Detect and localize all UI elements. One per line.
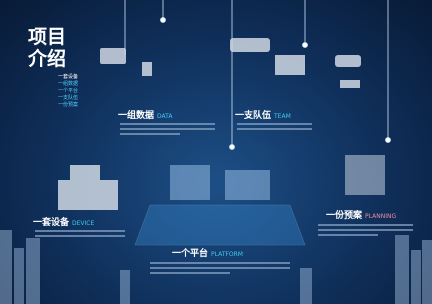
menu-item: 一份预案 <box>58 102 78 109</box>
menu-item: 一组数据 <box>58 81 78 88</box>
brochure-page: 项目 介绍 一套设备 一组数据 一个平台 一支队伍 一份预案 一组数据DATA … <box>0 0 432 304</box>
title-line: 项目 <box>28 26 66 48</box>
menu-item: 一支队伍 <box>58 95 78 102</box>
section-subtitle: DATA <box>157 113 172 120</box>
section-title: 一份预案 <box>326 211 362 221</box>
section-subtitle: PLATFORM <box>211 251 243 258</box>
section-subtitle: PLANNING <box>365 213 396 220</box>
title-line: 介绍 <box>28 48 66 70</box>
menu: 一套设备 一组数据 一个平台 一支队伍 一份预案 <box>58 74 78 109</box>
menu-item: 一套设备 <box>58 74 78 81</box>
section-title: 一组数据 <box>118 111 154 121</box>
section-title: 一个平台 <box>172 249 208 259</box>
section-subtitle: DEVICE <box>72 220 94 227</box>
section-title: 一支队伍 <box>235 111 271 121</box>
menu-item: 一个平台 <box>58 88 78 95</box>
page-title: 项目 介绍 <box>28 26 66 70</box>
section-subtitle: TEAM <box>274 113 291 120</box>
section-title: 一套设备 <box>33 218 69 228</box>
